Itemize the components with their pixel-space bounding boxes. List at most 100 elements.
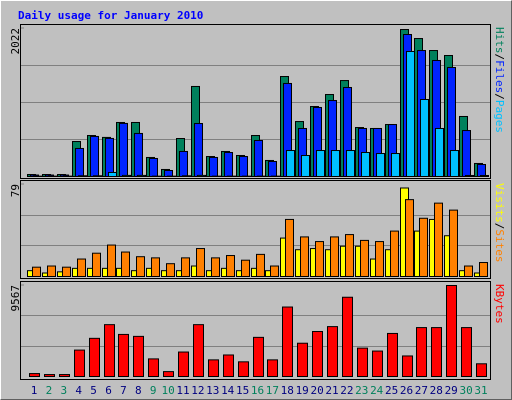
bar xyxy=(286,150,295,177)
bar xyxy=(465,174,474,177)
bar xyxy=(196,248,205,277)
bar xyxy=(268,160,277,178)
bar xyxy=(297,342,308,378)
bar xyxy=(209,156,218,177)
bar xyxy=(462,130,471,177)
bar xyxy=(148,358,159,378)
bar xyxy=(241,259,250,277)
bar xyxy=(105,137,114,177)
x-tick-label: 7 xyxy=(120,384,127,397)
bar xyxy=(224,151,233,177)
bar xyxy=(32,266,41,277)
x-tick-label: 2 xyxy=(46,384,53,397)
x-tick-label: 3 xyxy=(60,384,67,397)
bar xyxy=(181,257,190,278)
bar xyxy=(90,135,99,178)
legend-entry: KBytes xyxy=(493,284,506,324)
bar xyxy=(391,153,400,177)
bar xyxy=(193,324,204,378)
legend-separator: / xyxy=(493,223,506,230)
bar xyxy=(92,252,101,278)
bar xyxy=(357,347,368,377)
bar xyxy=(239,156,248,178)
bar xyxy=(376,153,385,177)
bar xyxy=(122,174,131,178)
bar xyxy=(211,257,220,278)
x-tick-label: 28 xyxy=(430,384,443,397)
bar xyxy=(254,139,263,177)
bar xyxy=(449,209,458,277)
y-tick-label: 9567 xyxy=(9,285,22,312)
x-tick-label: 19 xyxy=(296,384,309,397)
x-tick-label: 10 xyxy=(161,384,174,397)
x-tick-label: 26 xyxy=(400,384,413,397)
x-tick-label: 16 xyxy=(251,384,264,397)
y-tick-label: 79 xyxy=(9,184,22,197)
bar xyxy=(47,265,56,277)
bar xyxy=(134,132,143,177)
bar xyxy=(402,355,413,378)
bar xyxy=(282,306,293,378)
x-tick-label: 18 xyxy=(281,384,294,397)
x-tick-label: 11 xyxy=(176,384,189,397)
x-tick-label: 25 xyxy=(385,384,398,397)
bar xyxy=(464,265,473,277)
bar xyxy=(107,244,116,277)
bar xyxy=(345,234,354,277)
legend-separator: / xyxy=(493,93,506,100)
legend-entry: Pages xyxy=(493,100,506,133)
bar xyxy=(434,202,443,277)
bar xyxy=(166,263,175,278)
x-tick-label: 20 xyxy=(310,384,323,397)
bar xyxy=(119,122,128,178)
bar xyxy=(89,337,100,378)
bar xyxy=(270,265,279,277)
bar xyxy=(315,241,324,278)
x-tick-label: 6 xyxy=(105,384,112,397)
x-tick-label: 29 xyxy=(445,384,458,397)
bar xyxy=(372,350,383,377)
bar xyxy=(75,147,84,177)
bar xyxy=(179,150,188,178)
legend-entry: Visits xyxy=(493,183,506,223)
x-tick-label: 22 xyxy=(340,384,353,397)
bar xyxy=(406,50,415,177)
bar xyxy=(479,262,488,278)
bar xyxy=(420,98,429,177)
bar xyxy=(450,150,459,177)
bar xyxy=(93,175,102,177)
x-tick-label: 1 xyxy=(31,384,38,397)
bar xyxy=(149,157,158,177)
x-tick-label: 17 xyxy=(266,384,279,397)
bar xyxy=(480,174,489,177)
bar xyxy=(390,230,399,277)
bar xyxy=(208,359,219,377)
bar xyxy=(431,327,442,377)
bar xyxy=(163,371,174,377)
chart-title: Daily usage for January 2010 xyxy=(18,9,203,22)
bar xyxy=(361,151,370,177)
bar xyxy=(300,236,309,277)
bar xyxy=(223,354,234,377)
legend: Visits/Sites xyxy=(493,183,506,263)
x-tick-label: 4 xyxy=(75,384,82,397)
bar xyxy=(331,150,340,177)
bar xyxy=(375,241,384,278)
bar xyxy=(59,374,70,378)
x-tick-label: 31 xyxy=(474,384,487,397)
x-tick-label: 5 xyxy=(90,384,97,397)
bar xyxy=(316,150,325,177)
bar xyxy=(301,154,310,177)
legend-entry: Hits xyxy=(493,27,506,54)
bar xyxy=(327,326,338,378)
bar xyxy=(178,351,189,378)
bar xyxy=(476,363,487,377)
legend-separator: / xyxy=(493,54,506,61)
x-tick-label: 9 xyxy=(150,384,157,397)
x-tick-label: 15 xyxy=(236,384,249,397)
bar xyxy=(182,175,191,177)
bar xyxy=(405,199,414,277)
bar xyxy=(197,174,206,178)
bar xyxy=(104,324,115,378)
bar xyxy=(267,359,278,377)
